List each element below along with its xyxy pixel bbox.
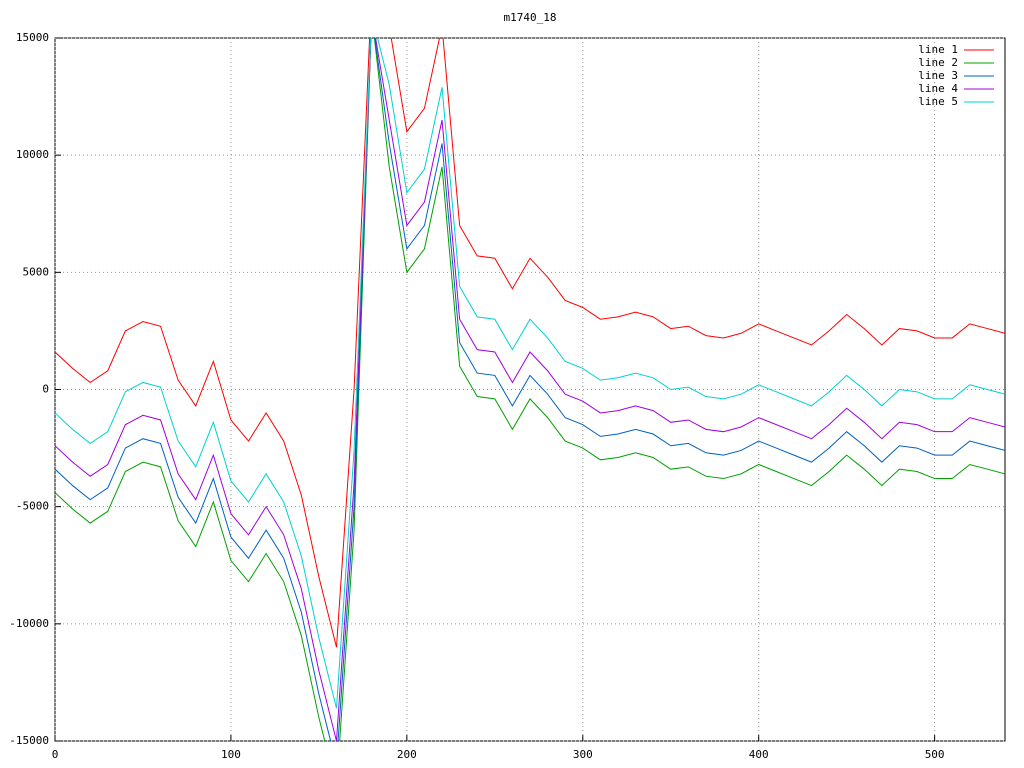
plot-frame	[54, 37, 1006, 742]
y-tick-label: 0	[42, 383, 49, 396]
x-tick-label: 400	[749, 748, 769, 761]
legend-label: line 2	[918, 56, 958, 69]
legend-label: line 5	[918, 95, 958, 108]
series-line	[55, 38, 1005, 709]
legend-label: line 3	[918, 69, 958, 82]
chart-title: m1740_18	[504, 11, 557, 24]
series-line	[55, 38, 1005, 648]
plot-area	[55, 38, 1005, 741]
y-tick-label: 10000	[16, 148, 49, 161]
legend-label: line 1	[918, 43, 958, 56]
x-tick-label: 200	[397, 748, 417, 761]
x-tick-label: 100	[221, 748, 241, 761]
y-tick-label: -5000	[16, 500, 49, 513]
series-line	[55, 38, 1005, 741]
x-tick-label: 300	[573, 748, 593, 761]
y-tick-label: -10000	[9, 617, 49, 630]
series-line	[55, 38, 1005, 741]
y-tick-label: 15000	[16, 31, 49, 44]
series-line	[55, 38, 1005, 741]
x-tick-label: 500	[925, 748, 945, 761]
legend-label: line 4	[918, 82, 958, 95]
y-tick-label: 5000	[23, 265, 50, 278]
x-tick-label: 0	[52, 748, 59, 761]
y-tick-label: -15000	[9, 734, 49, 747]
